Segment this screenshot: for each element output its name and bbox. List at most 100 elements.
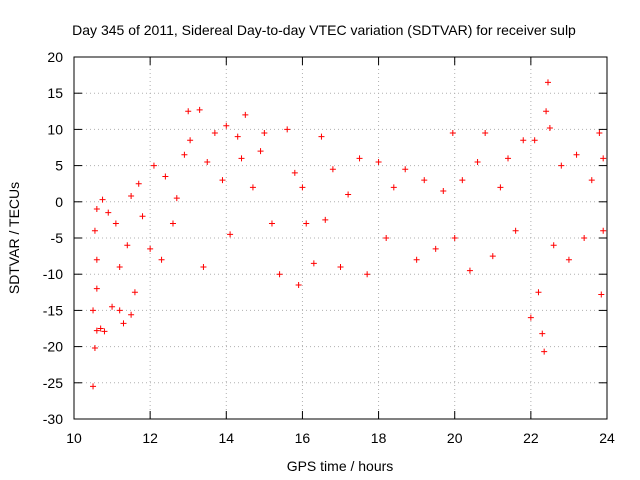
data-point [211,130,218,137]
data-point [364,271,371,278]
data-point [90,307,97,314]
data-point [390,184,397,191]
data-point [147,245,154,252]
data-point [449,130,456,137]
x-axis-ticks: 10 12 14 16 18 20 22 24 [66,57,615,446]
data-point [219,177,226,184]
data-point [482,130,489,137]
data-point [284,126,291,133]
data-point [91,227,98,234]
data-point [276,271,283,278]
data-point [596,130,603,137]
data-point [544,79,551,86]
data-point [541,348,548,355]
y-tick-label: 20 [47,49,63,65]
data-point [322,216,329,223]
data-point [227,231,234,238]
data-point [93,285,100,292]
y-tick-label: -25 [43,375,63,391]
data-point [535,289,542,296]
data-point [337,263,344,270]
data-point [299,184,306,191]
x-tick-label: 14 [218,430,234,446]
data-point [531,137,538,144]
data-point [303,220,310,227]
data-point [109,303,116,310]
data-point [527,314,534,321]
data-point [600,155,607,162]
data-point [131,289,138,296]
x-tick-label: 18 [371,430,387,446]
data-point [261,130,268,137]
x-tick-label: 16 [295,430,311,446]
data-point [105,209,112,216]
y-tick-label: -5 [51,230,64,246]
data-point [565,256,572,263]
data-point [116,263,123,270]
y-axis-ticks: -30 -25 -20 -15 -10 -5 0 5 10 15 20 [43,49,607,427]
data-point [539,330,546,337]
data-point [116,307,123,314]
data-point [158,256,165,263]
data-point [459,177,466,184]
x-tick-label: 10 [66,430,82,446]
data-point [93,256,100,263]
data-point [196,106,203,113]
data-point [543,108,550,115]
x-tick-label: 20 [447,430,463,446]
y-tick-label: 0 [55,194,63,210]
data-point [558,162,565,169]
data-point [185,108,192,115]
data-point [512,227,519,234]
data-point [112,220,119,227]
data-point [505,155,512,162]
data-point [268,220,275,227]
data-point [128,193,135,200]
data-point [421,177,428,184]
data-point [204,158,211,165]
data-point [99,196,106,203]
data-point [257,148,264,155]
data-point [93,327,100,334]
data-point [150,162,157,169]
data-point [234,133,241,140]
data-point [588,177,595,184]
data-point [581,235,588,241]
data-point [600,227,607,234]
data-point [90,383,97,390]
data-point [413,256,420,263]
data-point [598,291,605,298]
data-point [402,166,409,173]
data-point [238,155,245,162]
data-point [291,169,298,176]
data-point [329,166,336,173]
data-point [181,151,188,158]
data-point [187,137,194,144]
x-axis-label: GPS time / hours [287,458,394,474]
data-point [249,184,256,191]
data-point [139,213,146,220]
data-point [432,245,439,252]
y-tick-label: -15 [43,302,63,318]
data-point [169,220,176,227]
data-point [497,184,504,191]
data-point [120,320,127,327]
data-point [242,111,249,118]
data-point [451,235,458,241]
data-point [310,260,317,267]
data-series [90,79,607,390]
x-tick-label: 12 [142,430,158,446]
x-tick-label: 24 [599,430,615,446]
data-point [375,158,382,165]
y-axis-label: SDTVAR / TECUs [6,182,22,294]
data-point [474,158,481,165]
y-tick-label: -10 [43,266,63,282]
data-point [356,155,363,162]
data-point [97,325,104,332]
data-point [440,187,447,194]
data-point [466,267,473,274]
data-point [573,151,580,158]
chart-title: Day 345 of 2011, Sidereal Day-to-day VTE… [72,22,576,38]
